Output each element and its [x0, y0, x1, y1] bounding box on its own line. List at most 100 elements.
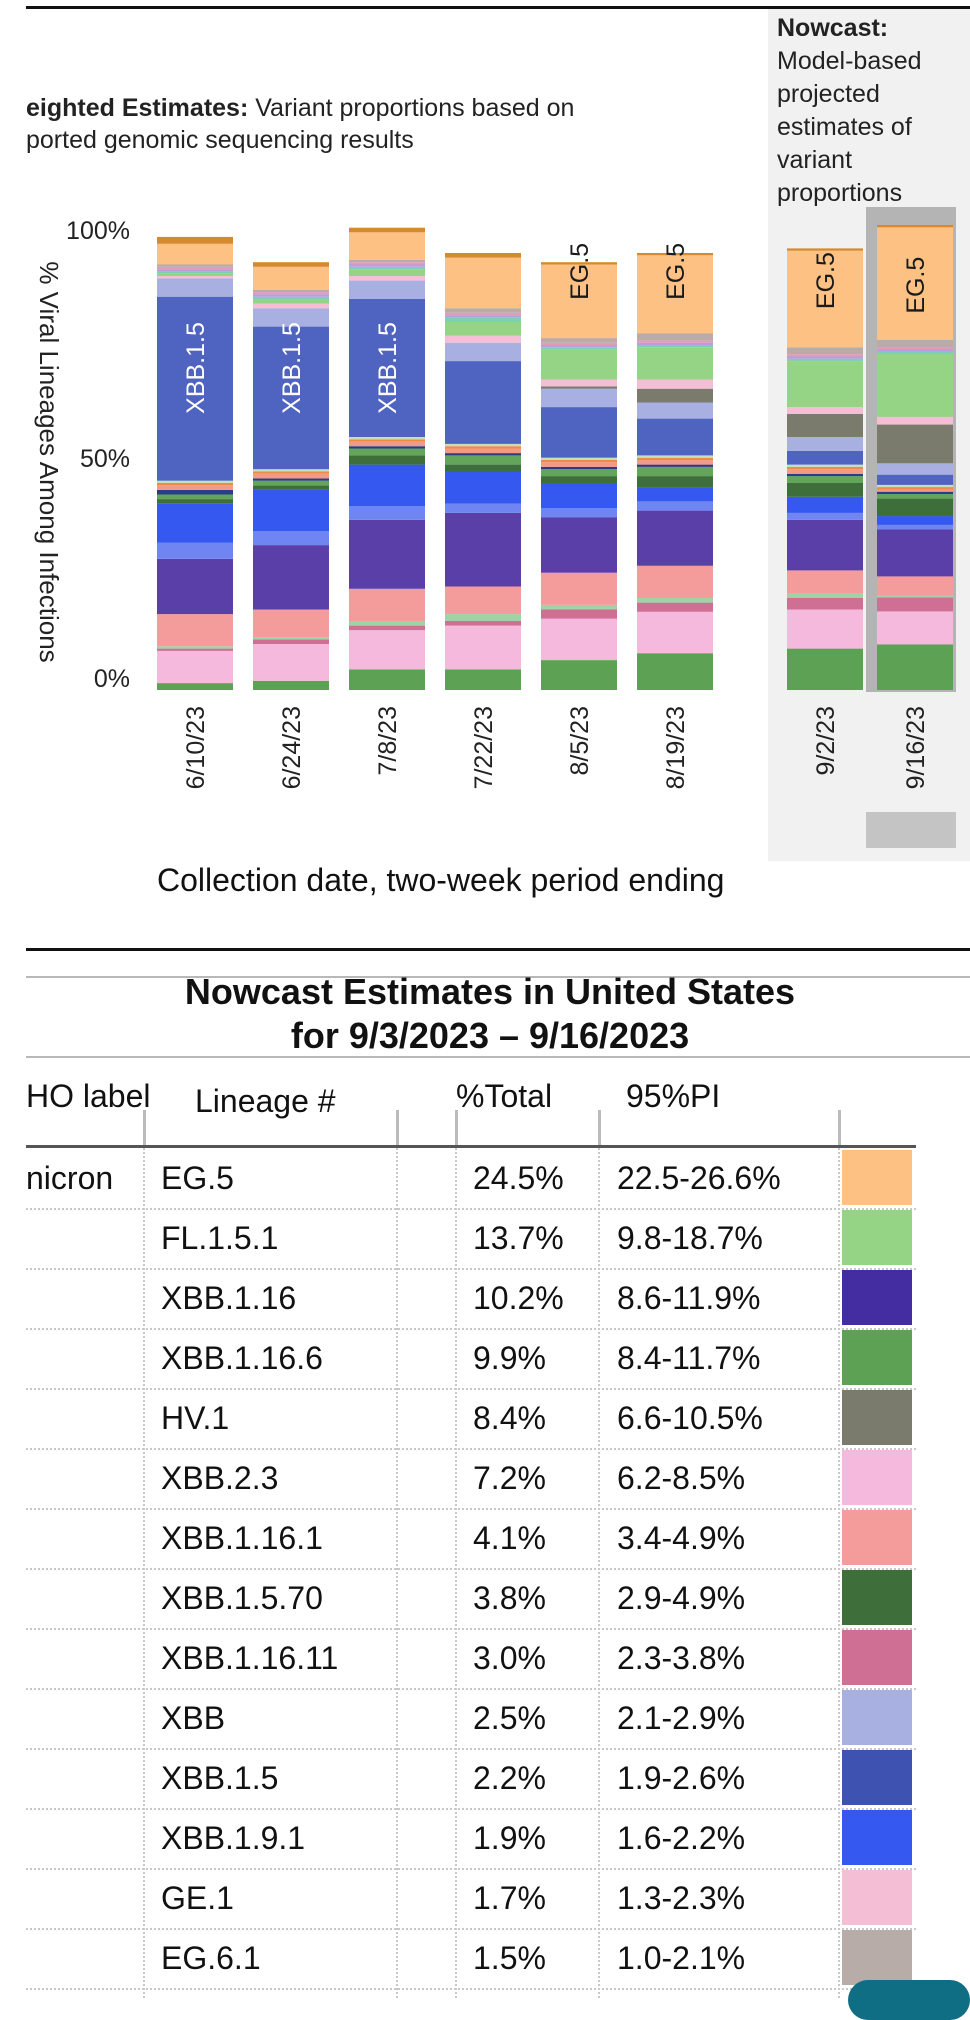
bar-segment-xbb-1-16-11	[787, 598, 863, 610]
bar-segment-xbb-1-16-1	[637, 565, 713, 598]
bar-segment-xbb-1-5-dark-band-	[445, 453, 521, 456]
pi-cell: 2.3-3.8%	[617, 1640, 746, 1676]
table-row: XBB.1.16.6 9.9% 8.4-11.7%	[26, 1328, 916, 1390]
bar-segment-other-salmon-	[541, 462, 617, 467]
bar-segment-other-medium-green-	[877, 494, 953, 499]
bar-segment-fl-1-5-1	[157, 273, 233, 276]
header-divider	[838, 1110, 841, 1146]
bar-segment-eg-6-1	[253, 289, 329, 293]
bar-segment-fl-1-5-1	[541, 349, 617, 380]
table-row: nicron EG.5 24.5% 22.5-26.6%	[26, 1148, 916, 1210]
bar-segment-other-mint-	[157, 271, 233, 274]
header-pi: 95%PI	[626, 1078, 721, 1114]
column-divider	[598, 1148, 600, 1998]
column-divider	[838, 1148, 840, 1998]
bar-label: EG.5	[566, 243, 594, 300]
nowcast-caption-line: variant	[777, 146, 853, 174]
bar-label: EG.5	[812, 252, 840, 309]
table-title-line2: for 9/3/2023 – 9/16/2023	[290, 1015, 690, 1056]
bar-segment-xbb-2-3	[349, 630, 425, 670]
bar-label: XBB.1.5	[278, 322, 306, 414]
header-lineage: Lineage #	[195, 1083, 336, 1119]
bar-segment-eg-5	[445, 257, 521, 309]
chart-caption-line1: Variant proportions based on	[248, 94, 575, 122]
bar-segment-other-light-green-	[445, 614, 521, 621]
bar-segment-xbb	[637, 402, 713, 419]
total-cell: 2.2%	[473, 1760, 546, 1796]
bar-segment-other-rose-	[637, 340, 713, 343]
x-tick-label: 8/19/23	[662, 706, 690, 789]
nowcast-caption-line: proportions	[777, 179, 903, 207]
bar-segment-other-lilac-	[877, 349, 953, 352]
total-cell: 1.5%	[473, 1940, 546, 1976]
table-title-line1: Nowcast Estimates in United States	[184, 971, 796, 1012]
table-title-rule-bottom	[26, 1056, 970, 1058]
pi-cell: 9.8-18.7%	[617, 1220, 763, 1256]
floating-action-button[interactable]	[848, 1980, 970, 2020]
bar-segment-other-salmon-	[349, 441, 425, 447]
bar-segment-other-medium-green-	[349, 448, 425, 456]
total-cell: 9.9%	[473, 1340, 546, 1376]
bar-segment-hv-1	[637, 388, 713, 403]
bar-segment-xbb-1-16	[253, 545, 329, 610]
total-cell: 1.7%	[473, 1880, 546, 1916]
bar-segment-other-amber-	[877, 224, 953, 228]
pi-cell: 6.6-10.5%	[617, 1400, 763, 1436]
bar-segment-other-mint-	[253, 296, 329, 299]
bar-segment-xbb-1-16	[541, 517, 617, 573]
bar-segment-other-amber-	[541, 262, 617, 265]
chart-caption-line2: ported genomic sequencing results	[26, 126, 414, 154]
color-swatch	[842, 1150, 912, 1205]
bar-segment-xbb-2-3	[445, 625, 521, 670]
bar-segment-xbb-1-5	[787, 450, 863, 465]
color-swatch	[842, 1510, 912, 1565]
pi-cell: 1.3-2.3%	[617, 1880, 746, 1916]
color-swatch	[842, 1390, 912, 1445]
bar-segment-eg-5	[637, 255, 713, 334]
bar-segment-other-lilac-	[787, 356, 863, 359]
total-cell: 8.4%	[473, 1400, 546, 1436]
lineage-cell: XBB.1.16.6	[161, 1340, 323, 1376]
pi-cell: 8.6-11.9%	[617, 1280, 761, 1316]
bar-segment-eg-6-1	[877, 339, 953, 347]
bar-segment-other-light-blue-	[541, 508, 617, 518]
table-row: XBB.1.16.1 4.1% 3.4-4.9%	[26, 1508, 916, 1570]
column-divider	[396, 1148, 398, 1998]
color-swatch	[842, 1630, 912, 1685]
total-cell: 24.5%	[473, 1160, 564, 1196]
y-tick-label: 100%	[66, 217, 130, 245]
bar-segment-xbb-1-16-11	[541, 609, 617, 619]
pi-cell: 6.2-8.5%	[617, 1460, 746, 1496]
x-tick-label: 6/24/23	[278, 706, 306, 789]
bar-segment-xbb-1-5-dark-band-	[787, 473, 863, 477]
bar-segment-other-lilac-	[157, 269, 233, 272]
total-cell: 10.2%	[473, 1280, 564, 1316]
pi-cell: 1.0-2.1%	[617, 1940, 746, 1976]
bar-segment-xbb-1-5-dark-band-	[877, 491, 953, 495]
header-divider	[455, 1110, 458, 1146]
lineage-cell: EG.5	[161, 1160, 234, 1196]
bar-segment-other-salmon-	[157, 485, 233, 490]
bar-segment-xbb-1-16-11	[349, 625, 425, 631]
table-header-rule	[26, 1145, 916, 1148]
bar-segment-other-rose-	[349, 262, 425, 265]
chart-caption-bold: eighted Estimates:	[26, 94, 249, 122]
bar-segment-ge-1	[637, 379, 713, 389]
total-cell: 7.2%	[473, 1460, 546, 1496]
bar-segment-xbb-1-9-1	[541, 483, 617, 509]
header-who-label: HO label	[26, 1078, 151, 1114]
bar-segment-other-medium-green-	[253, 480, 329, 486]
bar-segment-eg-6-1	[349, 259, 425, 263]
bar-segment-eg-6-1	[541, 338, 617, 343]
pi-cell: 8.4-11.7%	[617, 1340, 761, 1376]
bar-segment-xbb-2-3	[253, 644, 329, 681]
bar-segment-ge-1	[877, 416, 953, 425]
bar-segment-other-rose-	[787, 354, 863, 357]
x-tick-label: 9/16/23	[902, 706, 930, 789]
bar-segment-xbb	[877, 463, 953, 475]
bar-segment-xbb-1-16-11	[253, 639, 329, 644]
bar-segment-other-salmon-	[787, 469, 863, 474]
bar-segment-other-salmon-	[253, 473, 329, 479]
bar-segment-xbb-1-5-dark-band-	[157, 489, 233, 495]
bar-segment-ge-1	[253, 303, 329, 309]
